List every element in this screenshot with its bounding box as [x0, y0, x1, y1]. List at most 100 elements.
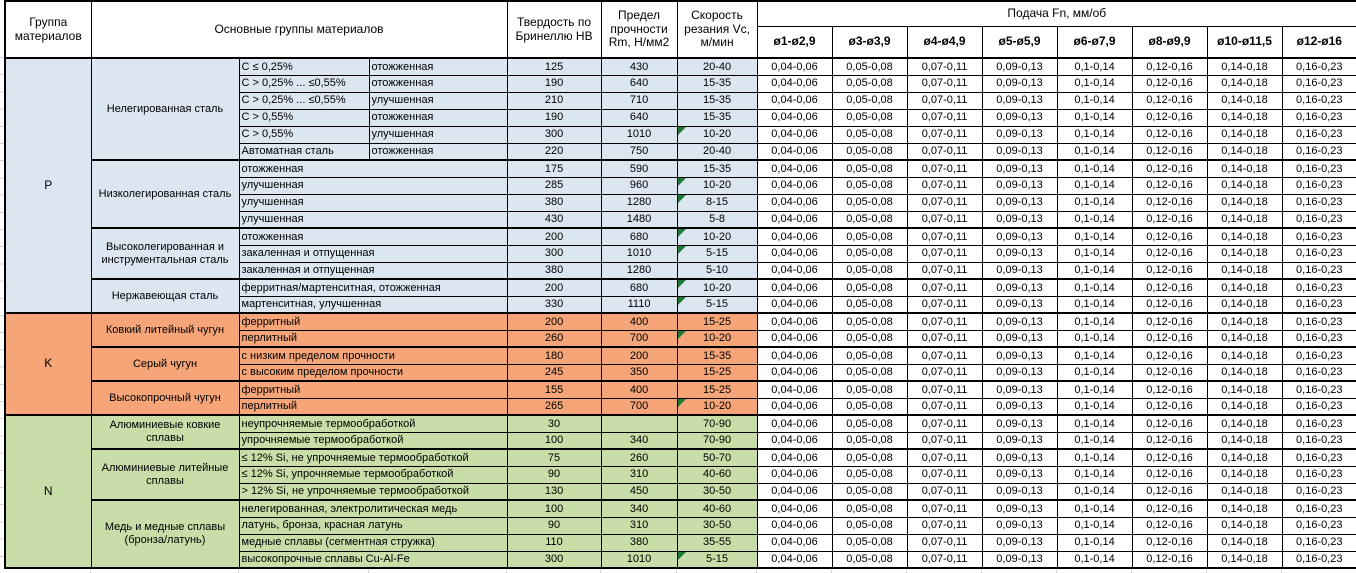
table-row: закаленная и отпущенная 380 1280 5-10 0,04-0…: [5, 261, 1356, 280]
comment-marker-icon: [678, 281, 686, 288]
feed-cell: 0,14-0,18: [1206, 465, 1283, 484]
feed-cell: 0,04-0,06: [756, 159, 833, 178]
header-feed-diameter: ø1-ø2,9: [756, 26, 833, 59]
feed-cell: 0,12-0,16: [1131, 346, 1208, 365]
hb-cell: 155: [506, 380, 602, 399]
material-cutting-table: Группа материалов Основные группы матери…: [4, 0, 1356, 569]
feed-cell: 0,09-0,13: [981, 261, 1058, 280]
detail-cell: упрочняемые термообработкой: [238, 431, 508, 450]
hb-cell: 260: [506, 329, 602, 348]
feed-cell: 0,12-0,16: [1131, 227, 1208, 246]
feed-cell: 0,09-0,13: [981, 346, 1058, 365]
feed-cell: 0,07-0,11: [906, 159, 983, 178]
feed-cell: 0,04-0,06: [756, 414, 833, 433]
feed-cell: 0,04-0,06: [756, 346, 833, 365]
feed-cell: 0,14-0,18: [1206, 278, 1283, 297]
feed-cell: 0,16-0,23: [1281, 363, 1356, 382]
feed-cell: 0,16-0,23: [1281, 91, 1356, 110]
feed-cell: 0,16-0,23: [1281, 533, 1356, 552]
feed-cell: 0,07-0,11: [906, 312, 983, 331]
feed-cell: 0,04-0,06: [756, 176, 833, 195]
feed-cell: 0,07-0,11: [906, 397, 983, 416]
rm-cell: 310: [600, 516, 678, 535]
vc-cell: 10-20: [676, 227, 758, 246]
feed-cell: 0,12-0,16: [1131, 482, 1208, 501]
rm-cell: 1280: [600, 193, 678, 212]
detail-cell: медные сплавы (сегментная стружка): [238, 533, 508, 552]
hb-cell: 90: [506, 516, 602, 535]
feed-cell: 0,16-0,23: [1281, 465, 1356, 484]
feed-cell: 0,14-0,18: [1206, 57, 1283, 76]
vc-cell: 10-20: [676, 176, 758, 195]
feed-cell: 0,05-0,08: [831, 431, 908, 450]
rm-cell: 1110: [600, 295, 678, 314]
feed-cell: 0,05-0,08: [831, 227, 908, 246]
feed-cell: 0,04-0,06: [756, 499, 833, 518]
feed-cell: 0,16-0,23: [1281, 278, 1356, 297]
group-cell: P: [4, 57, 92, 314]
vc-cell: 35-55: [676, 533, 758, 552]
feed-cell: 0,04-0,06: [756, 74, 833, 93]
rm-cell: 680: [600, 227, 678, 246]
feed-cell: 0,1-0,14: [1056, 363, 1133, 382]
bottom-gridline-gutter: [4, 566, 1356, 573]
header-feed-diameter: ø10-ø11,5: [1206, 26, 1283, 59]
detail-cell: нелегированная, электролитическая медь: [238, 499, 508, 518]
vc-cell: 15-25: [676, 363, 758, 382]
feed-cell: 0,09-0,13: [981, 125, 1058, 144]
group-cell: N: [4, 414, 92, 569]
table-row: P Нелегированная сталь C ≤ 0,25% отожженная…: [4, 57, 1356, 314]
feed-cell: 0,05-0,08: [831, 550, 908, 569]
vc-cell: 15-35: [676, 74, 758, 93]
rm-cell: 450: [600, 482, 678, 501]
left-gridline-gutter: [0, 57, 4, 565]
feed-cell: 0,05-0,08: [831, 74, 908, 93]
header-material-group: Группа материалов: [4, 0, 92, 59]
feed-cell: 0,12-0,16: [1131, 210, 1208, 229]
table-row: C > 0,55% улучшенная 300 1010 10-20 0,04-0,06…: [5, 125, 1356, 144]
table-row: упрочняемые термообработкой 100 340 70-90 0,…: [5, 431, 1356, 450]
detail-cell: C > 0,25% ... ≤0,55%: [238, 74, 370, 93]
header-cutting-speed: Скорость резания Vc, м/мин: [676, 0, 758, 59]
feed-cell: 0,12-0,16: [1131, 312, 1208, 331]
feed-cell: 0,07-0,11: [906, 176, 983, 195]
feed-cell: 0,07-0,11: [906, 482, 983, 501]
vc-cell: 15-25: [676, 380, 758, 399]
detail-cell: неупрочняемые термообработкой: [238, 414, 508, 433]
feed-cell: 0,05-0,08: [831, 380, 908, 399]
table-row: Медь и медные сплавы (бронза/латунь) неле…: [5, 499, 1356, 569]
feed-cell: 0,05-0,08: [831, 516, 908, 535]
feed-cell: 0,04-0,06: [756, 533, 833, 552]
vc-cell: 15-35: [676, 346, 758, 365]
comment-marker-icon: [678, 230, 686, 237]
hb-cell: 220: [506, 142, 602, 161]
feed-cell: 0,04-0,06: [756, 108, 833, 127]
vc-cell: 20-40: [676, 142, 758, 161]
feed-cell: 0,09-0,13: [981, 550, 1058, 569]
table-row: Алюминиевые литейные сплавы ≤ 12% Si, не …: [5, 448, 1356, 501]
feed-cell: 0,05-0,08: [831, 108, 908, 127]
vc-cell: 5-15: [676, 295, 758, 314]
feed-cell: 0,07-0,11: [906, 125, 983, 144]
vc-cell: 70-90: [676, 431, 758, 450]
header-feed-diameter: ø4-ø4,9: [906, 26, 983, 59]
feed-cell: 0,14-0,18: [1206, 74, 1283, 93]
detail-cell: ≤ 12% Si, не упрочняемые термообработкой: [238, 448, 508, 467]
feed-cell: 0,16-0,23: [1281, 482, 1356, 501]
detail-cell: мартенситная, улучшенная: [238, 295, 508, 314]
feed-cell: 0,04-0,06: [756, 397, 833, 416]
feed-cell: 0,04-0,06: [756, 550, 833, 569]
feed-cell: 0,12-0,16: [1131, 91, 1208, 110]
feed-cell: 0,14-0,18: [1206, 533, 1283, 552]
hb-cell: 330: [506, 295, 602, 314]
feed-cell: 0,09-0,13: [981, 108, 1058, 127]
feed-cell: 0,14-0,18: [1206, 499, 1283, 518]
detail-cell: улучшенная: [238, 210, 508, 229]
vc-cell: 15-35: [676, 108, 758, 127]
feed-cell: 0,16-0,23: [1281, 193, 1356, 212]
subgroup-cell: Алюминиевые литейные сплавы: [90, 448, 240, 501]
comment-marker-icon: [678, 246, 686, 254]
feed-cell: 0,16-0,23: [1281, 397, 1356, 416]
subgroup-cell: Низколегированная сталь: [90, 159, 240, 229]
